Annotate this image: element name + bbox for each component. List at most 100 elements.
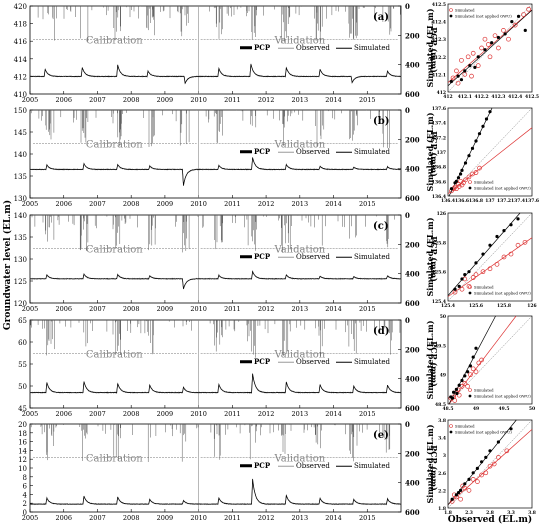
y-tick-label: 125 xyxy=(14,278,27,286)
pcp-axis-label: PCP (mm) xyxy=(429,341,439,387)
x-tick-label: 2006 xyxy=(55,514,72,522)
trend-line-not-applied xyxy=(447,9,533,87)
legend-observed-label: Observed xyxy=(296,253,330,261)
x-tick-label: 2012 xyxy=(258,305,275,313)
scatter-point-not-applied xyxy=(467,154,471,158)
pcp-tick-label: 600 xyxy=(405,299,420,308)
pcp-tick-label: 400 xyxy=(405,375,420,384)
scatter-point-not-applied xyxy=(457,383,461,387)
scatter-x-tick-label: 125.6 xyxy=(469,303,483,309)
x-tick-label: 2008 xyxy=(123,514,140,522)
scatter-point-simulated xyxy=(491,461,497,467)
scatter-point-simulated xyxy=(487,54,493,60)
scatter-y-tick-label: 412.3 xyxy=(432,37,446,43)
scatter-point-simulated xyxy=(526,6,531,12)
scatter-point-simulated xyxy=(512,22,518,28)
x-tick-label: 2012 xyxy=(258,200,275,208)
scatter-point-simulated xyxy=(501,254,507,260)
panel-label: (a) xyxy=(373,12,389,23)
validation-label: Validation xyxy=(273,244,325,255)
scatter-point-simulated xyxy=(482,36,488,42)
scatter-y-tick-label: 49.5 xyxy=(435,343,446,349)
scatter-panel: 48.5 49 49.5 50 48.5 49 49.5 50 Simulated (EL.m)… xyxy=(425,314,535,412)
x-tick-label: 2011 xyxy=(224,514,241,522)
scatter-x-tick-label: 137.2 xyxy=(497,198,511,204)
scatter-point-simulated xyxy=(452,398,458,403)
y-tick-label: 135 xyxy=(14,173,27,181)
calibration-label: Calibration xyxy=(86,453,143,464)
legend-pcp-label: PCP xyxy=(254,43,271,52)
scatter-x-tick-label: 49.5 xyxy=(499,406,510,412)
y-tick-label: 412 xyxy=(14,73,27,81)
scatter-point-not-applied xyxy=(470,146,475,150)
scatter-point-not-applied xyxy=(481,124,485,128)
scatter-y-tick-label: 3.8 xyxy=(438,418,446,424)
scatter-legend-simulated-label: Simulated xyxy=(474,180,494,185)
scatter-point-simulated xyxy=(465,384,470,389)
scatter-point-not-applied xyxy=(488,243,492,247)
scatter-point-simulated xyxy=(494,261,500,267)
y-tick-label: 418 xyxy=(14,21,27,29)
legend-pcp-swatch xyxy=(240,360,252,364)
scatter-y-tick-label: 137.4 xyxy=(432,121,446,127)
scatter-legend-simulated-swatch xyxy=(449,424,453,428)
scatter-x-tick-label: 412.1 xyxy=(458,94,472,100)
scatter-legend-simulated-label: Simulated xyxy=(455,424,475,429)
scatter-point-simulated xyxy=(456,184,462,189)
scatter-point-not-applied xyxy=(474,139,478,143)
x-tick-label: 2011 xyxy=(224,305,241,313)
scatter-y-tick-label: 412.1 xyxy=(432,72,446,78)
scatter-point-not-applied xyxy=(463,161,468,165)
panel-frame xyxy=(29,214,402,304)
calibration-label: Calibration xyxy=(86,139,143,150)
scatter-y-tick-label: 2.6 xyxy=(438,471,446,477)
scatter-x-tick-label: 137.6 xyxy=(525,198,539,204)
scatter-point-simulated xyxy=(460,483,466,489)
y-tick-label: 4 xyxy=(23,491,28,499)
scatter-point-simulated xyxy=(479,472,484,478)
scatter-y-tick-label: 137.2 xyxy=(432,135,446,141)
scatter-y-label: Simulated (EL.m) xyxy=(425,217,435,296)
scatter-point-not-applied xyxy=(463,374,467,378)
scatter-y-tick-label: 50 xyxy=(440,314,446,320)
y-tick-label: 150 xyxy=(14,107,27,115)
scatter-x-tick-label: 412.2 xyxy=(475,94,489,100)
one-to-one-line xyxy=(447,212,533,302)
y-tick-label: 45 xyxy=(18,405,27,413)
scatter-point-simulated xyxy=(473,170,479,175)
scatter-y-tick-label: 137 xyxy=(437,150,446,156)
simulated-line xyxy=(29,64,402,84)
scatter-point-not-applied xyxy=(477,132,482,136)
scatter-point-not-applied xyxy=(516,14,521,18)
timeseries-panel: 130 135 140 145 150 0 200 400 600 PCP (mm) 2005 200… xyxy=(14,106,439,208)
y-tick-label: 140 xyxy=(14,151,27,159)
x-tick-label: 2007 xyxy=(89,200,106,208)
panel-label: (c) xyxy=(373,221,389,232)
scatter-point-not-applied xyxy=(495,234,499,239)
legend-simulated-label: Simulated xyxy=(354,44,391,52)
scatter-legend-not-applied-label: Simulated (not applied GWU) xyxy=(455,430,512,435)
x-tick-label: 2006 xyxy=(55,410,72,418)
scatter-point-not-applied xyxy=(471,355,475,359)
panel-frame xyxy=(29,109,402,199)
scatter-x-tick-label: 136.4 xyxy=(441,198,455,204)
scatter-y-tick-label: 125.6 xyxy=(432,270,446,276)
scatter-point-simulated xyxy=(459,286,465,292)
x-tick-label: 2014 xyxy=(325,410,342,418)
scatter-point-simulated xyxy=(521,12,526,17)
x-tick-label: 2014 xyxy=(325,514,342,522)
scatter-point-not-applied xyxy=(503,32,507,36)
scatter-x-tick-label: 125.4 xyxy=(441,303,455,309)
scatter-x-tick-label: 125.8 xyxy=(497,303,511,309)
scatter-point-simulated xyxy=(475,479,480,484)
legend-observed-label: Observed xyxy=(296,148,330,156)
pcp-tick-label: 0 xyxy=(405,106,410,115)
y-tick-label: 65 xyxy=(18,317,27,325)
scatter-y-tick-label: 412 xyxy=(437,90,446,96)
x-tick-label: 2007 xyxy=(89,96,106,104)
x-tick-label: 2010 xyxy=(190,410,207,418)
x-tick-label: 2005 xyxy=(22,514,39,522)
scatter-point-simulated xyxy=(483,470,489,476)
panel-frame xyxy=(29,5,402,95)
